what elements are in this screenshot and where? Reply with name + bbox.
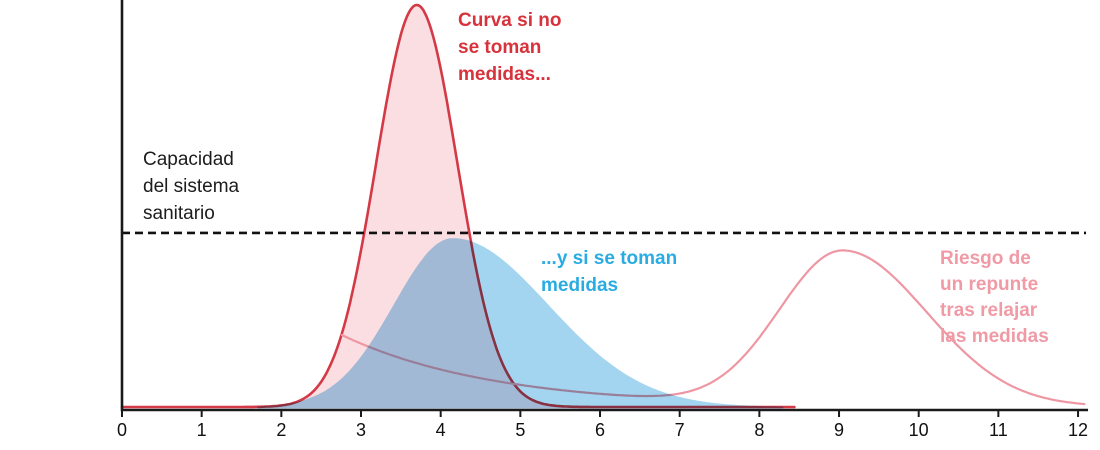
x-tick-label: 2 [276,420,287,440]
x-tick-label: 5 [515,420,526,440]
x-tick-label: 1 [196,420,207,440]
x-tick-label: 3 [355,420,366,440]
no-measures-area [122,5,796,409]
x-ticks [121,410,1080,417]
with-measures-label: ...y si se toman medidas [541,248,678,296]
x-tick-label: 10 [908,420,929,440]
rebound-label: Riesgo de un repunte tras relajar las me… [940,248,1049,347]
x-tick-labels: 0 1 2 3 4 5 6 7 8 9 10 11 12 [0,420,1100,448]
x-tick-label: 8 [754,420,765,440]
x-tick-label: 9 [834,420,845,440]
x-tick-label: 7 [674,420,685,440]
with-measures-area [257,238,784,409]
x-tick-label: 0 [116,420,127,440]
x-tick-label: 6 [595,420,606,440]
capacity-label: Capacidad del sistema sanitario [143,149,240,224]
x-tick-label: 12 [1068,420,1089,440]
x-tick-label: 11 [989,420,1008,440]
no-measures-label: Curva si no se toman medidas... [458,10,562,85]
x-tick-label: 4 [435,420,446,440]
